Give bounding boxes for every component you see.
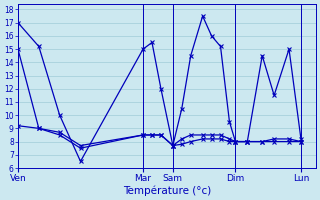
X-axis label: Température (°c): Température (°c) (123, 185, 211, 196)
